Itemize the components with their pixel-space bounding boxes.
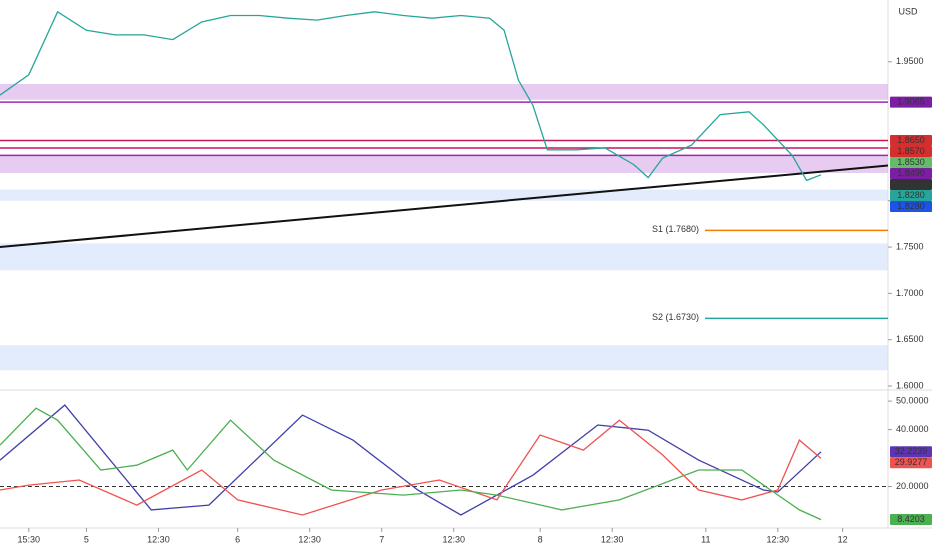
badge-label: 1.8570	[897, 146, 925, 156]
price-badge	[890, 135, 932, 147]
x-tick-label: 7	[379, 534, 384, 544]
y-tick-label: 20.0000	[896, 481, 929, 491]
level-label: S1 (1.7680)	[652, 224, 699, 234]
zone	[0, 84, 888, 100]
price-badge	[890, 201, 932, 213]
x-tick-label: 15:30	[18, 534, 41, 544]
badge-label: 29.9277	[895, 457, 928, 467]
x-tick-label: 12:30	[298, 534, 321, 544]
y-tick-label: 1.6000	[896, 380, 924, 390]
badge-label: 50:16	[900, 179, 923, 189]
y-tick-label: 1.9500	[896, 56, 924, 66]
price-badge	[890, 179, 932, 191]
price-badge	[890, 146, 932, 158]
badge-label: 1.8280	[897, 190, 925, 200]
y-tick-label: 1.7500	[896, 241, 924, 251]
price-badge	[890, 168, 932, 180]
series-line	[0, 419, 822, 516]
x-tick-label: 12	[838, 534, 848, 544]
currency: USD	[898, 6, 918, 16]
price-badge	[890, 446, 932, 458]
price-badge	[890, 190, 932, 202]
badge-label: 8.4203	[897, 514, 925, 524]
level-label: S2 (1.6730)	[652, 312, 699, 322]
price-badge	[890, 157, 932, 169]
trendline	[0, 164, 889, 249]
zone	[0, 155, 888, 173]
y-tick-label: 40.0000	[896, 424, 929, 434]
price-badge	[890, 514, 932, 526]
x-tick-label: 11	[701, 534, 710, 544]
x-tick-label: 6	[235, 534, 240, 544]
zone	[0, 243, 888, 271]
badge-label: 32.2239	[895, 446, 928, 456]
badge-label: 1.8530	[897, 157, 925, 167]
x-tick-label: 5	[84, 534, 89, 544]
price-badge	[890, 96, 932, 108]
zone	[0, 345, 888, 371]
y-tick-label: 1.6500	[896, 334, 924, 344]
series-line	[0, 404, 822, 516]
badge-label: 1.8280	[897, 201, 925, 211]
x-tick-label: 12:30	[442, 534, 465, 544]
badge-label: 1.9065	[897, 96, 925, 106]
y-tick-label: 1.7000	[896, 288, 924, 298]
x-tick-label: 12:30	[767, 534, 790, 544]
zone	[0, 189, 888, 201]
price-badge	[890, 457, 932, 469]
series-line	[0, 10, 822, 182]
x-tick-label: 8	[538, 534, 543, 544]
x-tick-label: 12:30	[147, 534, 170, 544]
badge-label: 1.8650	[897, 135, 925, 145]
x-tick-label: 12:30	[601, 534, 624, 544]
badge-label: 1.8490	[897, 168, 925, 178]
y-tick-label: 50.0000	[896, 395, 929, 405]
series-line	[0, 407, 822, 521]
